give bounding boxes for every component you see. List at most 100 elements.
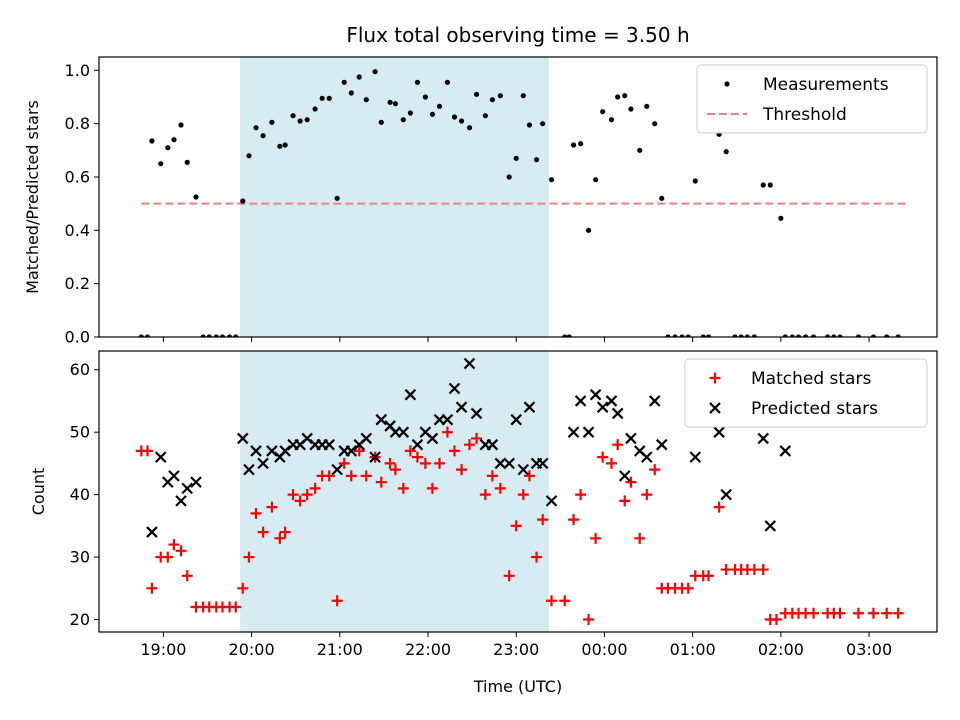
matched-star-point — [881, 607, 893, 619]
legend-box — [684, 358, 928, 428]
x-tick-label: 01:00 — [670, 640, 716, 659]
matched-star-point — [274, 532, 286, 544]
y-tick-label: 0.2 — [65, 274, 90, 293]
measurement-point — [138, 334, 144, 337]
matched-star-point — [834, 607, 846, 619]
measurement-point — [732, 334, 738, 337]
x-tick-label: 00:00 — [581, 640, 627, 659]
measurement-point — [767, 182, 773, 188]
matched-star-point — [703, 570, 715, 582]
measurement-point — [593, 177, 599, 183]
predicted-star-point — [345, 445, 358, 457]
matched-star-point — [852, 607, 864, 619]
matched-star-point — [523, 470, 535, 482]
plot-area — [138, 69, 907, 337]
measurement-point — [548, 177, 555, 183]
measurement-point — [540, 121, 546, 127]
measurement-point — [870, 334, 877, 337]
measurement-point — [436, 103, 443, 109]
measurement-point — [578, 141, 584, 147]
matched-star-point — [575, 489, 587, 501]
predicted-star-point — [411, 438, 424, 451]
predicted-star-point — [689, 451, 702, 463]
measurement-point — [855, 334, 862, 337]
matched-star-point — [162, 551, 174, 563]
measurement-point — [260, 133, 266, 139]
predicted-star-point — [181, 482, 193, 495]
measurement-point — [341, 79, 347, 85]
measurement-point — [608, 117, 615, 123]
predicted-star-point — [757, 432, 770, 445]
measurement-point — [193, 194, 199, 200]
matched-star-point — [713, 501, 725, 513]
observing-span — [240, 57, 549, 337]
x-axis-label: Time (UTC) — [473, 677, 562, 696]
matched-star-point — [463, 439, 475, 451]
x-tick-label: 22:00 — [405, 640, 451, 659]
y-tick-label: 0.4 — [65, 221, 90, 240]
predicted-star-point — [266, 445, 278, 457]
measurement-point — [628, 106, 634, 112]
matched-star-point — [323, 470, 335, 482]
measurement-point — [692, 178, 698, 184]
measurement-point — [246, 153, 252, 159]
matched-star-point — [345, 470, 357, 482]
predicted-star-point — [494, 457, 507, 470]
measurement-point — [240, 198, 246, 204]
matched-star-point — [641, 489, 653, 501]
measurement-point — [206, 334, 212, 337]
matched-star-point — [404, 445, 416, 457]
measurement-point — [600, 109, 606, 115]
legend-label: Measurements — [763, 75, 889, 95]
predicted-star-point — [523, 401, 536, 413]
measurement-point — [277, 143, 283, 149]
predicted-star-point — [567, 426, 580, 438]
measurement-point — [622, 93, 628, 99]
measurement-point — [253, 125, 259, 131]
legend: Measurements Threshold — [696, 64, 928, 134]
measurement-point — [233, 334, 239, 337]
matched-star-point — [168, 539, 180, 551]
matched-star-point — [426, 482, 438, 494]
y-tick-label: 0.8 — [65, 114, 90, 133]
matched-star-point — [279, 526, 291, 538]
y-tick-label: 0.0 — [65, 328, 90, 347]
legend-label: Matched stars — [751, 369, 871, 389]
measurement-point — [290, 113, 296, 119]
x-tick-label: 02:00 — [758, 640, 804, 659]
predicted-star-point — [404, 388, 417, 401]
predicted-star-point — [154, 451, 167, 463]
matched-star-point — [230, 601, 242, 613]
matched-star-point — [397, 482, 409, 494]
measurement-point — [751, 334, 758, 337]
matched-star-point — [237, 582, 249, 594]
measurement-point — [184, 159, 190, 165]
measurement-point — [387, 99, 393, 105]
predicted-star-point — [536, 457, 549, 470]
matched-star-point — [146, 582, 158, 594]
legend-matched-marker — [709, 372, 721, 384]
measurement-point — [520, 93, 526, 99]
predicted-star-point — [574, 395, 587, 407]
y-tick-label: 20 — [70, 610, 90, 629]
measurement-point — [615, 94, 621, 100]
predicted-star-point — [331, 463, 343, 476]
measurement-point — [363, 97, 369, 103]
measurement-point — [326, 95, 332, 101]
matched-star-point — [479, 489, 491, 501]
measurement-point — [810, 334, 817, 337]
predicted-star-point — [648, 395, 661, 407]
legend: Matched stars Predicted stars — [684, 358, 928, 428]
matched-star-point — [411, 451, 423, 463]
predicted-star-point — [369, 451, 381, 463]
measurement-point — [312, 106, 318, 112]
measurement-point — [895, 334, 901, 337]
predicted-star-point — [605, 395, 618, 407]
predicted-star-point — [510, 413, 523, 426]
predicted-star-point — [589, 388, 602, 401]
measurement-point — [171, 137, 177, 143]
matched-star-point — [257, 526, 269, 538]
predicted-star-point — [470, 407, 483, 420]
predicted-star-point — [611, 407, 624, 420]
x-tick-label: 20:00 — [229, 640, 275, 659]
